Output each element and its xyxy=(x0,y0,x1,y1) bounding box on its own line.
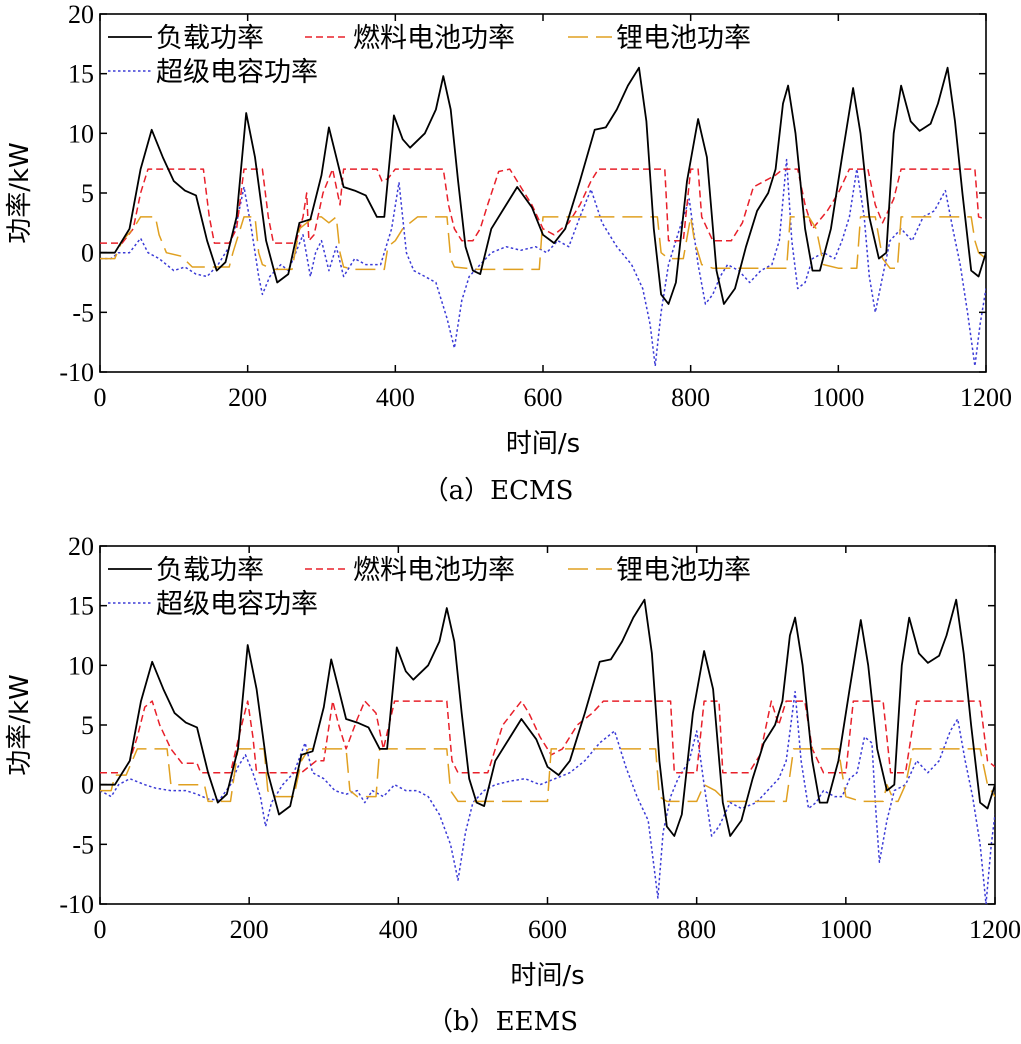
x-tick-label: 0 xyxy=(94,383,107,412)
y-tick-label: 10 xyxy=(68,651,94,680)
y-tick-label: 0 xyxy=(81,771,94,800)
y-tick-label: -10 xyxy=(59,358,94,387)
x-tick-label: 0 xyxy=(94,915,107,944)
x-tick-label: 400 xyxy=(376,383,415,412)
series-line-锂电池功率 xyxy=(100,748,995,803)
x-tick-label: 1200 xyxy=(969,915,1021,944)
y-tick-label: 15 xyxy=(68,60,94,89)
legend-label-锂电池功率: 锂电池功率 xyxy=(616,23,751,54)
y-axis-label: 功率/kW xyxy=(5,142,35,244)
y-tick-label: 5 xyxy=(81,711,94,740)
series-line-负载功率 xyxy=(100,598,995,837)
series-group xyxy=(100,598,995,904)
y-tick-label: 5 xyxy=(81,179,94,208)
series-line-燃料电池功率 xyxy=(100,700,995,774)
y-tick-label: 20 xyxy=(68,532,94,561)
y-axis-label: 功率/kW xyxy=(5,674,35,776)
legend-label-超级电容功率: 超级电容功率 xyxy=(156,57,318,88)
panel-caption: （b）EEMS xyxy=(427,1007,578,1037)
y-tick-label: 0 xyxy=(81,239,94,268)
legend-label-负载功率: 负载功率 xyxy=(156,555,264,586)
x-axis-label: 时间/s xyxy=(506,429,580,459)
legend-label-燃料电池功率: 燃料电池功率 xyxy=(353,555,515,586)
panel-a-ecms: 0 200 400 600 800 1000 1200 -10 -5 0 5 10 15 20 时间/s 功率… xyxy=(5,0,1012,506)
x-tick-label: 800 xyxy=(677,915,716,944)
series-line-负载功率 xyxy=(100,66,986,305)
y-tick-label: 20 xyxy=(68,0,94,29)
legend-label-燃料电池功率: 燃料电池功率 xyxy=(353,23,515,54)
legend-label-锂电池功率: 锂电池功率 xyxy=(616,555,751,586)
legend-label-负载功率: 负载功率 xyxy=(156,23,264,54)
series-line-超级电容功率 xyxy=(100,690,995,904)
panel-b-eems: 0 200 400 600 800 1000 1200 -10 -5 0 5 10 15 20 时间/s 功率… xyxy=(5,532,1021,1037)
y-tick-label: -10 xyxy=(59,890,94,919)
series-group xyxy=(100,66,986,367)
x-tick-label: 1200 xyxy=(960,383,1012,412)
x-tick-label: 800 xyxy=(671,383,710,412)
x-tick-label: 600 xyxy=(524,383,563,412)
x-tick-label: 400 xyxy=(379,915,418,944)
x-tick-label: 1000 xyxy=(820,915,872,944)
x-tick-label: 200 xyxy=(228,383,267,412)
y-tick-label: -5 xyxy=(72,298,94,327)
series-line-超级电容功率 xyxy=(100,158,986,367)
panel-caption: （a）ECMS xyxy=(423,476,574,506)
x-tick-label: 600 xyxy=(528,915,567,944)
y-tick-label: 15 xyxy=(68,592,94,621)
x-axis-label: 时间/s xyxy=(510,961,584,991)
x-tick-label: 200 xyxy=(230,915,269,944)
series-line-锂电池功率 xyxy=(100,216,986,271)
y-tick-label: -5 xyxy=(72,830,94,859)
y-tick-label: 10 xyxy=(68,119,94,148)
x-tick-label: 1000 xyxy=(812,383,864,412)
legend-label-超级电容功率: 超级电容功率 xyxy=(156,589,318,620)
